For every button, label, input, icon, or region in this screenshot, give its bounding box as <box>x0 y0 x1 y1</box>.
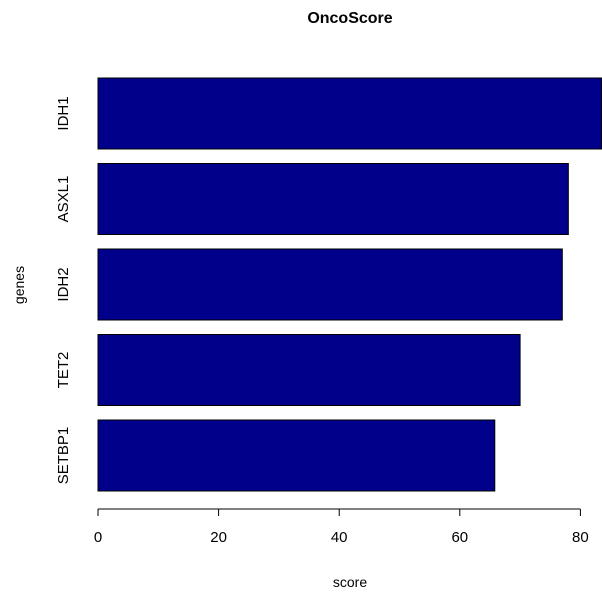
category-labels-group: IDH1 ASXL1 IDH2 TET2 SETBP1 <box>55 96 72 484</box>
category-label-setbp1: SETBP1 <box>55 427 72 485</box>
category-label-tet2: TET2 <box>55 352 72 389</box>
x-tick-label-0: 0 <box>94 529 102 546</box>
x-axis-label: score <box>333 574 367 590</box>
category-label-idh2: IDH2 <box>55 267 72 301</box>
bar-idh1 <box>97 77 602 150</box>
x-tick-label-20: 20 <box>210 529 227 546</box>
bars-group <box>97 77 602 492</box>
x-axis: 0 20 40 60 80 <box>94 508 589 546</box>
x-tick-label-60: 60 <box>451 529 468 546</box>
bar-setbp1 <box>97 419 496 492</box>
category-label-asxl1: ASXL1 <box>55 176 72 223</box>
chart-title: OncoScore <box>307 10 392 27</box>
y-axis-label: genes <box>11 266 27 304</box>
bar-idh2 <box>97 248 563 321</box>
x-tick-label-40: 40 <box>331 529 348 546</box>
x-tick-label-80: 80 <box>572 529 589 546</box>
category-label-idh1: IDH1 <box>55 96 72 130</box>
bar-tet2 <box>97 334 521 406</box>
bar-asxl1 <box>97 163 569 235</box>
